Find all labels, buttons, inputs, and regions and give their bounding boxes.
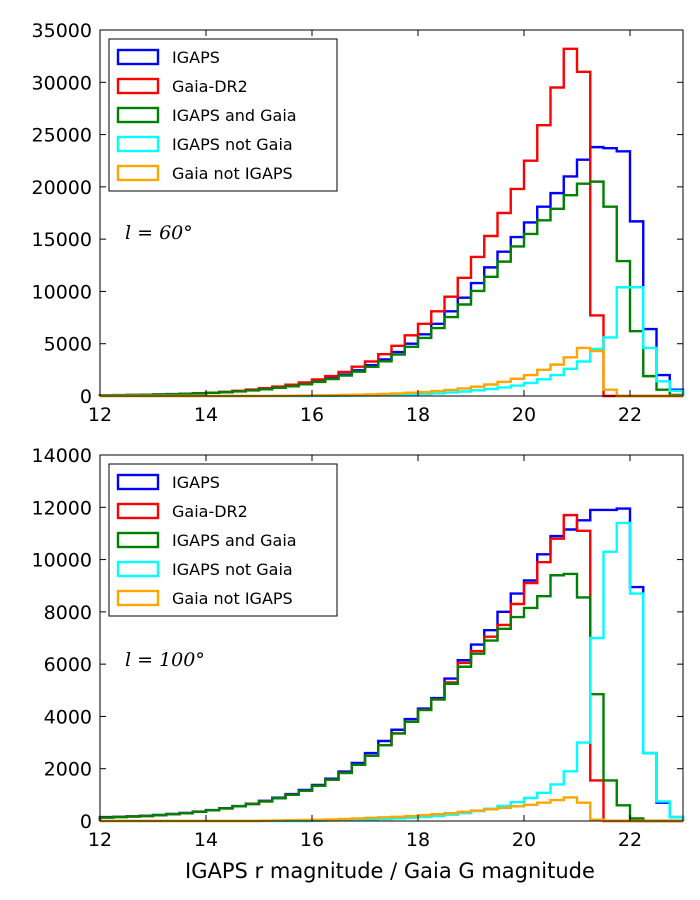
x-axis-label: IGAPS r magnitude / Gaia G magnitude: [185, 859, 595, 883]
legend: IGAPS Gaia-DR2 IGAPS and Gaia IGAPS not Gai…: [108, 38, 338, 192]
x-tick-label: 22: [618, 829, 642, 851]
x-tick-label: 18: [406, 404, 430, 426]
y-tick-label: 35000: [32, 20, 92, 42]
legend-label: Gaia not IGAPS: [172, 589, 293, 608]
x-tick-label: 16: [300, 829, 324, 851]
y-tick-label: 4000: [44, 706, 92, 728]
y-tick-label: 12000: [32, 497, 92, 519]
plot-frame: [99, 454, 684, 822]
series-igaps-and-gaia-line: [98, 180, 685, 397]
y-tick-label: 25000: [32, 125, 92, 147]
legend-swatch: [116, 531, 160, 549]
y-tick-label: 10000: [32, 550, 92, 572]
y-tick-label: 15000: [32, 229, 92, 251]
legend-label: IGAPS not Gaia: [172, 560, 293, 579]
x-tick-label: 20: [512, 829, 536, 851]
x-tick-label: 12: [88, 829, 112, 851]
legend-label: IGAPS: [172, 48, 220, 67]
y-tick-label: 5000: [44, 334, 92, 356]
legend-swatch: [116, 502, 160, 520]
x-tick-label: 14: [194, 404, 218, 426]
legend-swatch: [116, 48, 160, 66]
y-tick-label: 0: [80, 386, 92, 408]
x-tick-label: 18: [406, 829, 430, 851]
legend-label: Gaia-DR2: [172, 77, 248, 96]
y-tick-label: 20000: [32, 177, 92, 199]
longitude-annotation: l = 60°: [125, 222, 193, 244]
y-tick-label: 8000: [44, 602, 92, 624]
series-igaps-and-gaia-line: [98, 572, 683, 823]
y-tick-label: 6000: [44, 654, 92, 676]
x-tick-label: 16: [300, 404, 324, 426]
y-tick-label: 14000: [32, 445, 92, 467]
y-tick-label: 0: [80, 811, 92, 833]
x-tick-label: 14: [194, 829, 218, 851]
legend-label: Gaia not IGAPS: [172, 164, 293, 183]
bottom-histogram-panel: 12 14 16 18 20 22 0 2000 4000 6000 8000 10000 12000 1…: [32, 445, 685, 851]
series-gaia-not-igaps-line: [100, 796, 683, 823]
legend-swatch: [116, 560, 160, 578]
legend-swatch: [116, 164, 160, 182]
y-tick-label: 30000: [32, 72, 92, 94]
series-igaps-not-gaia-line: [100, 286, 685, 398]
x-tick-label: 12: [88, 404, 112, 426]
top-histogram-panel: 12 14 16 18 20 22 0 5000 10000 15000 20000 25000 300…: [32, 20, 685, 426]
legend-swatch: [116, 77, 160, 95]
legend-swatch: [116, 106, 160, 124]
x-tick-label: 22: [618, 404, 642, 426]
legend-label: Gaia-DR2: [172, 502, 248, 521]
legend-swatch: [116, 589, 160, 607]
plot-frame: [99, 29, 684, 397]
legend-swatch: [116, 135, 160, 153]
legend: IGAPS Gaia-DR2 IGAPS and Gaia IGAPS not Gai…: [108, 463, 338, 617]
y-tick-label: 10000: [32, 281, 92, 303]
longitude-annotation: l = 100°: [125, 649, 205, 671]
legend-label: IGAPS and Gaia: [172, 531, 297, 550]
legend-label: IGAPS not Gaia: [172, 135, 293, 154]
legend-label: IGAPS: [172, 473, 220, 492]
legend-swatch: [116, 473, 160, 491]
x-tick-label: 20: [512, 404, 536, 426]
y-tick-label: 2000: [44, 759, 92, 781]
legend-label: IGAPS and Gaia: [172, 106, 297, 125]
